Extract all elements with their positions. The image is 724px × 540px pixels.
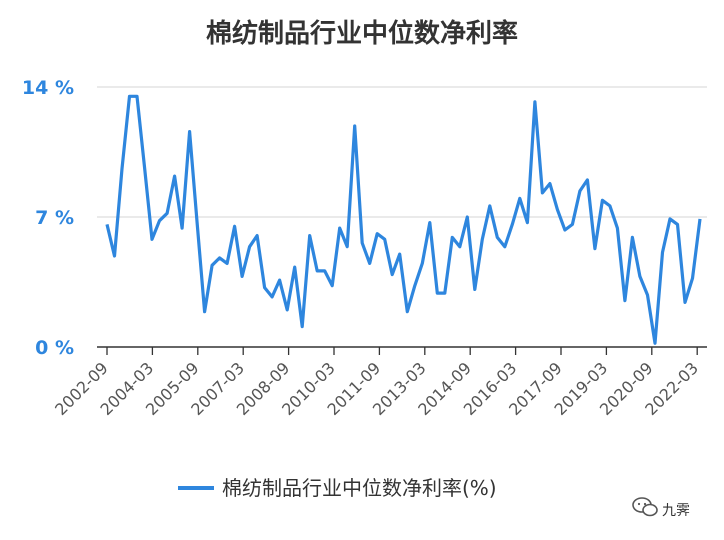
y-tick-label: 7 % <box>35 207 74 229</box>
y-axis-ticks: 0 % 7 % 14 % <box>22 77 74 359</box>
x-axis-ticks: 2002-092004-032005-092007-032008-092010-… <box>51 347 702 419</box>
y-tick-label: 0 % <box>35 337 74 359</box>
legend-label: 棉纺制品行业中位数净利率(%) <box>222 476 497 500</box>
watermark: 九霁 <box>632 497 690 519</box>
chart-title: 棉纺制品行业中位数净利率 <box>206 18 518 49</box>
y-tick-label: 14 % <box>22 77 74 99</box>
grid <box>97 86 707 218</box>
legend[interactable]: 棉纺制品行业中位数净利率(%) <box>178 476 497 500</box>
series-group <box>105 94 702 345</box>
wechat-icon <box>632 497 658 517</box>
watermark-text: 九霁 <box>662 503 690 519</box>
series-line <box>105 94 702 345</box>
